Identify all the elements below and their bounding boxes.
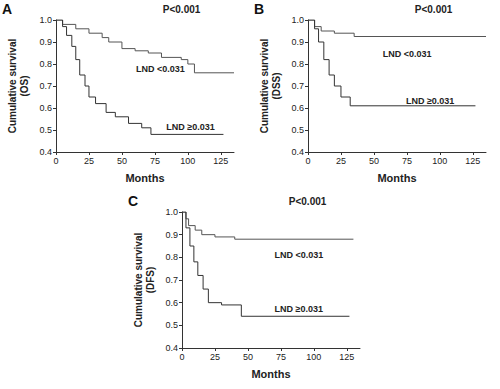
svg-text:LND ≥0.031: LND ≥0.031	[406, 96, 454, 106]
svg-text:0.5: 0.5	[291, 125, 304, 135]
svg-text:100: 100	[432, 156, 447, 166]
svg-text:LND ≥0.031: LND ≥0.031	[166, 122, 214, 132]
svg-text:25: 25	[210, 352, 220, 362]
svg-text:0.6: 0.6	[39, 103, 52, 113]
svg-text:125: 125	[465, 156, 480, 166]
svg-text:LND <0.031: LND <0.031	[275, 250, 324, 260]
svg-text:0.6: 0.6	[291, 103, 304, 113]
svg-text:125: 125	[339, 352, 354, 362]
svg-text:0.4: 0.4	[291, 147, 304, 157]
svg-text:125: 125	[213, 156, 228, 166]
svg-text:(OS): (OS)	[19, 75, 30, 96]
svg-text:P<0.001: P<0.001	[289, 196, 327, 207]
svg-text:0.5: 0.5	[39, 125, 52, 135]
svg-text:C: C	[128, 193, 138, 209]
svg-text:P<0.001: P<0.001	[415, 4, 453, 15]
svg-text:Cumulative survival: Cumulative survival	[259, 39, 270, 134]
svg-text:1.0: 1.0	[291, 15, 304, 25]
svg-text:0.7: 0.7	[39, 81, 52, 91]
svg-text:0.8: 0.8	[291, 59, 304, 69]
svg-text:LND ≥0.031: LND ≥0.031	[275, 304, 323, 314]
svg-text:75: 75	[150, 156, 160, 166]
svg-text:100: 100	[180, 156, 195, 166]
svg-text:100: 100	[306, 352, 321, 362]
svg-text:Months: Months	[377, 172, 416, 184]
svg-text:Months: Months	[251, 368, 290, 380]
svg-text:50: 50	[243, 352, 253, 362]
svg-text:P<0.001: P<0.001	[163, 4, 201, 15]
svg-text:50: 50	[369, 156, 379, 166]
svg-text:Months: Months	[125, 172, 164, 184]
svg-text:0.9: 0.9	[165, 230, 178, 240]
svg-text:(DSS): (DSS)	[271, 72, 282, 99]
svg-text:1.0: 1.0	[165, 207, 178, 217]
svg-text:0.7: 0.7	[165, 275, 178, 285]
svg-text:0: 0	[53, 156, 58, 166]
svg-text:25: 25	[336, 156, 346, 166]
svg-text:0.9: 0.9	[39, 37, 52, 47]
svg-text:Cumulative survival: Cumulative survival	[7, 39, 18, 134]
svg-text:50: 50	[117, 156, 127, 166]
svg-text:0.6: 0.6	[165, 298, 178, 308]
svg-text:LND <0.031: LND <0.031	[383, 49, 432, 59]
svg-text:0.4: 0.4	[165, 343, 178, 353]
svg-text:0.8: 0.8	[39, 59, 52, 69]
svg-text:B: B	[254, 1, 264, 17]
svg-text:25: 25	[84, 156, 94, 166]
svg-text:(DFS): (DFS)	[145, 267, 156, 294]
svg-text:75: 75	[276, 352, 286, 362]
svg-text:0.9: 0.9	[291, 37, 304, 47]
svg-text:0: 0	[305, 156, 310, 166]
svg-text:LND <0.031: LND <0.031	[136, 64, 185, 74]
svg-text:0.5: 0.5	[165, 320, 178, 330]
svg-text:A: A	[2, 1, 12, 17]
svg-text:0.7: 0.7	[291, 81, 304, 91]
svg-text:0.8: 0.8	[165, 252, 178, 262]
svg-text:1.0: 1.0	[39, 15, 52, 25]
svg-text:0.4: 0.4	[39, 147, 52, 157]
svg-text:0: 0	[179, 352, 184, 362]
svg-text:75: 75	[402, 156, 412, 166]
svg-text:Cumulative survival: Cumulative survival	[133, 233, 144, 328]
